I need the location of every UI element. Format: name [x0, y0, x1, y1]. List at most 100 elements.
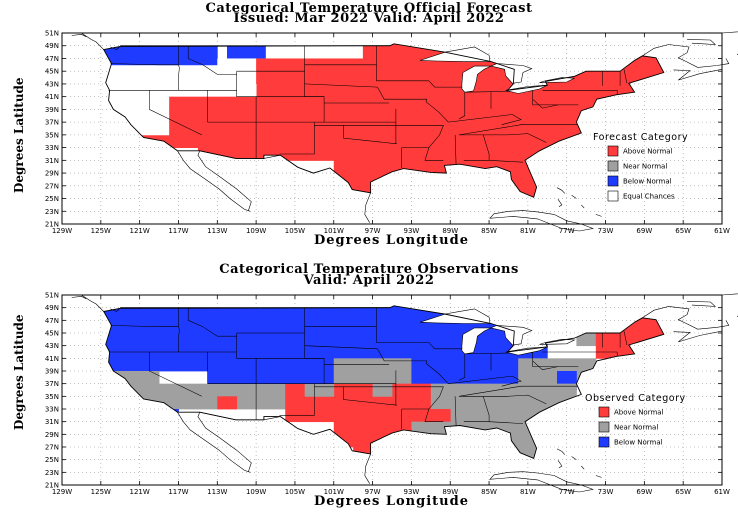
- coastline: [684, 58, 730, 68]
- state-line: [110, 325, 179, 327]
- lon-tick-label: 73W: [598, 488, 614, 496]
- lon-tick-label: 69W: [636, 227, 652, 235]
- coastline: [571, 456, 577, 460]
- lat-tick-label: 49N: [45, 42, 59, 50]
- lat-tick-label: 43N: [45, 342, 59, 350]
- lat-tick-label: 47N: [45, 55, 59, 63]
- state-line: [489, 421, 524, 424]
- lat-tick-label: 31N: [45, 157, 59, 165]
- forecast-x-axis-label: Degrees Longitude: [314, 233, 469, 248]
- cell-near-normal: [411, 421, 548, 435]
- coastline: [571, 195, 577, 199]
- lake: [490, 325, 533, 346]
- state-line: [401, 408, 444, 422]
- cell-near-normal: [139, 396, 179, 410]
- lon-tick-label: 101W: [324, 227, 344, 235]
- lat-tick-label: 27N: [45, 444, 59, 452]
- legend-label: Below Normal: [623, 178, 672, 186]
- coastline: [197, 150, 281, 211]
- coastline: [673, 69, 723, 81]
- coastline: [581, 465, 585, 470]
- lon-tick-label: 77W: [559, 488, 575, 496]
- coastline: [634, 44, 690, 62]
- lat-tick-label: 33N: [45, 406, 59, 414]
- coastline: [634, 306, 690, 324]
- lon-tick-label: 61W: [714, 488, 730, 496]
- lat-tick-label: 45N: [45, 330, 59, 338]
- lat-tick-label: 43N: [45, 80, 59, 88]
- lat-tick-label: 51N: [45, 292, 59, 300]
- legend-swatch: [598, 406, 610, 418]
- lat-tick-label: 45N: [45, 68, 59, 76]
- state-line: [454, 134, 457, 165]
- lat-tick-label: 35N: [45, 393, 59, 401]
- state-line: [178, 307, 180, 352]
- observations-x-axis-label: Degrees Longitude: [314, 494, 469, 509]
- lake: [461, 65, 492, 93]
- coastline: [177, 150, 251, 212]
- coastline: [71, 33, 87, 38]
- lon-tick-label: 97W: [365, 227, 381, 235]
- state-line: [236, 71, 257, 159]
- axis-ticks: [61, 32, 723, 225]
- state-line: [458, 353, 466, 381]
- state-line: [463, 396, 490, 422]
- lon-tick-label: 121W: [129, 488, 149, 496]
- cell-below-normal: [103, 43, 218, 66]
- map-frame: [61, 294, 723, 486]
- lon-tick-label: 81W: [520, 227, 536, 235]
- legend-label: Above Normal: [623, 148, 673, 156]
- lon-tick-label: 85W: [481, 227, 497, 235]
- us-outline: [103, 43, 665, 198]
- lon-tick-label: 89W: [442, 488, 458, 496]
- state-line: [448, 114, 522, 125]
- lat-tick-label: 41N: [45, 355, 59, 363]
- legend-swatch: [598, 436, 610, 448]
- legend-title: Observed Category: [585, 393, 686, 404]
- lon-tick-label: 105W: [285, 227, 305, 235]
- state-line: [428, 80, 462, 88]
- lat-tick-label: 33N: [45, 144, 59, 152]
- lon-tick-label: 77W: [559, 227, 575, 235]
- lon-tick-label: 125W: [91, 488, 111, 496]
- state-line: [454, 396, 457, 427]
- lon-tick-label: 113W: [207, 488, 227, 496]
- cell-above-normal: [421, 409, 451, 423]
- us-outline: [103, 305, 665, 460]
- coastline: [81, 32, 104, 50]
- coastline: [673, 330, 723, 343]
- lon-tick-label: 109W: [246, 488, 266, 496]
- coastline: [557, 460, 563, 469]
- cell-below-normal: [168, 358, 208, 372]
- lat-tick-label: 29N: [45, 170, 59, 178]
- lon-tick-label: 109W: [246, 227, 266, 235]
- cell-above-normal: [217, 396, 238, 410]
- lat-tick-label: 23N: [45, 469, 59, 477]
- coastline: [81, 294, 104, 312]
- lon-tick-label: 105W: [285, 488, 305, 496]
- lon-tick-label: 101W: [324, 488, 344, 496]
- cell-near-normal: [372, 383, 393, 397]
- coastline: [489, 210, 594, 232]
- state-line: [448, 375, 522, 387]
- lake: [490, 63, 533, 84]
- state-line: [425, 99, 449, 123]
- coastline: [556, 448, 566, 455]
- lat-tick-label: 25N: [45, 195, 59, 203]
- state-line: [279, 383, 315, 416]
- lon-tick-label: 61W: [714, 227, 730, 235]
- coastline: [177, 412, 251, 473]
- state-line: [401, 147, 444, 161]
- coastline: [364, 453, 371, 484]
- lon-tick-label: 65W: [675, 227, 691, 235]
- lake: [539, 338, 576, 345]
- cell-near-normal: [333, 358, 412, 385]
- state-line: [532, 352, 579, 367]
- coastline: [197, 411, 281, 472]
- legend-label: Near Normal: [614, 424, 658, 432]
- lat-tick-label: 31N: [45, 418, 59, 426]
- state-line: [507, 394, 547, 405]
- state-line: [600, 351, 618, 357]
- cell-below-normal: [103, 333, 500, 359]
- neighbor-coastlines: [71, 31, 738, 232]
